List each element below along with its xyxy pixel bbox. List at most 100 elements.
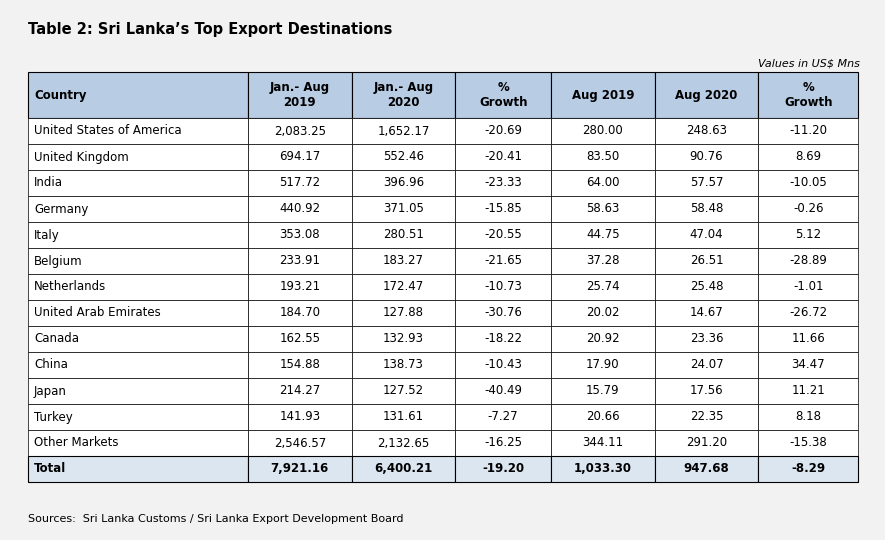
Text: 138.73: 138.73 — [383, 359, 424, 372]
Bar — [456, 274, 550, 300]
Text: 11.66: 11.66 — [791, 333, 825, 346]
Bar — [248, 404, 351, 430]
Bar — [351, 378, 456, 404]
Text: -20.69: -20.69 — [484, 125, 522, 138]
Bar — [248, 456, 351, 482]
Text: -8.29: -8.29 — [791, 462, 826, 476]
Text: 44.75: 44.75 — [586, 228, 619, 241]
Text: -23.33: -23.33 — [484, 177, 522, 190]
Bar — [550, 222, 655, 248]
Bar — [456, 118, 550, 144]
Bar — [28, 144, 248, 170]
Text: United Kingdom: United Kingdom — [34, 151, 128, 164]
Text: -40.49: -40.49 — [484, 384, 522, 397]
Text: Belgium: Belgium — [34, 254, 82, 267]
Bar — [28, 456, 248, 482]
Text: 440.92: 440.92 — [280, 202, 320, 215]
Text: 24.07: 24.07 — [689, 359, 723, 372]
Bar — [758, 248, 858, 274]
Text: 20.66: 20.66 — [586, 410, 619, 423]
Bar — [456, 404, 550, 430]
Bar — [758, 326, 858, 352]
Text: -20.55: -20.55 — [484, 228, 522, 241]
Text: 37.28: 37.28 — [586, 254, 619, 267]
Bar — [248, 222, 351, 248]
Text: 58.48: 58.48 — [689, 202, 723, 215]
Text: 83.50: 83.50 — [586, 151, 619, 164]
Text: -18.22: -18.22 — [484, 333, 522, 346]
Bar — [655, 456, 758, 482]
Bar — [456, 456, 550, 482]
Bar — [248, 248, 351, 274]
Bar — [655, 352, 758, 378]
Bar — [655, 300, 758, 326]
Text: -30.76: -30.76 — [484, 307, 522, 320]
Text: 353.08: 353.08 — [280, 228, 320, 241]
Bar — [248, 352, 351, 378]
Text: 8.18: 8.18 — [796, 410, 821, 423]
Bar — [456, 430, 550, 456]
Text: 22.35: 22.35 — [689, 410, 723, 423]
Bar — [456, 72, 550, 118]
Text: 172.47: 172.47 — [383, 280, 424, 294]
Text: 25.74: 25.74 — [586, 280, 619, 294]
Text: India: India — [34, 177, 63, 190]
Bar — [655, 248, 758, 274]
Text: -10.05: -10.05 — [789, 177, 827, 190]
Text: 132.93: 132.93 — [383, 333, 424, 346]
Text: 58.63: 58.63 — [586, 202, 619, 215]
Bar — [758, 430, 858, 456]
Text: 90.76: 90.76 — [689, 151, 723, 164]
Text: 552.46: 552.46 — [383, 151, 424, 164]
Text: 214.27: 214.27 — [279, 384, 320, 397]
Text: 184.70: 184.70 — [280, 307, 320, 320]
Bar — [248, 118, 351, 144]
Text: Sources:  Sri Lanka Customs / Sri Lanka Export Development Board: Sources: Sri Lanka Customs / Sri Lanka E… — [28, 514, 404, 524]
Text: 280.51: 280.51 — [383, 228, 424, 241]
Bar — [28, 118, 248, 144]
Bar — [758, 144, 858, 170]
Text: 371.05: 371.05 — [383, 202, 424, 215]
Bar — [758, 118, 858, 144]
Bar — [758, 456, 858, 482]
Text: 26.51: 26.51 — [689, 254, 723, 267]
Bar — [456, 222, 550, 248]
Bar — [550, 248, 655, 274]
Text: 5.12: 5.12 — [795, 228, 821, 241]
Text: -0.26: -0.26 — [793, 202, 823, 215]
Text: 127.52: 127.52 — [383, 384, 424, 397]
Bar — [351, 118, 456, 144]
Bar — [758, 352, 858, 378]
Bar — [550, 170, 655, 196]
Bar — [550, 196, 655, 222]
Bar — [456, 352, 550, 378]
Text: Germany: Germany — [34, 202, 88, 215]
Bar — [655, 404, 758, 430]
Text: 162.55: 162.55 — [280, 333, 320, 346]
Bar — [550, 274, 655, 300]
Bar — [248, 72, 351, 118]
Bar — [550, 144, 655, 170]
Text: 193.21: 193.21 — [280, 280, 320, 294]
Text: 183.27: 183.27 — [383, 254, 424, 267]
Text: United Arab Emirates: United Arab Emirates — [34, 307, 161, 320]
Text: 344.11: 344.11 — [582, 436, 623, 449]
Bar — [758, 170, 858, 196]
Bar — [351, 274, 456, 300]
Text: 2,083.25: 2,083.25 — [273, 125, 326, 138]
Bar — [550, 352, 655, 378]
Bar — [351, 72, 456, 118]
Text: -16.25: -16.25 — [484, 436, 522, 449]
Bar — [351, 456, 456, 482]
Bar — [655, 326, 758, 352]
Bar — [655, 430, 758, 456]
Bar — [655, 196, 758, 222]
Bar — [248, 300, 351, 326]
Text: 20.02: 20.02 — [586, 307, 619, 320]
Text: -20.41: -20.41 — [484, 151, 522, 164]
Bar — [456, 144, 550, 170]
Text: Italy: Italy — [34, 228, 60, 241]
Bar — [550, 72, 655, 118]
Bar — [28, 430, 248, 456]
Text: Aug 2020: Aug 2020 — [675, 89, 738, 102]
